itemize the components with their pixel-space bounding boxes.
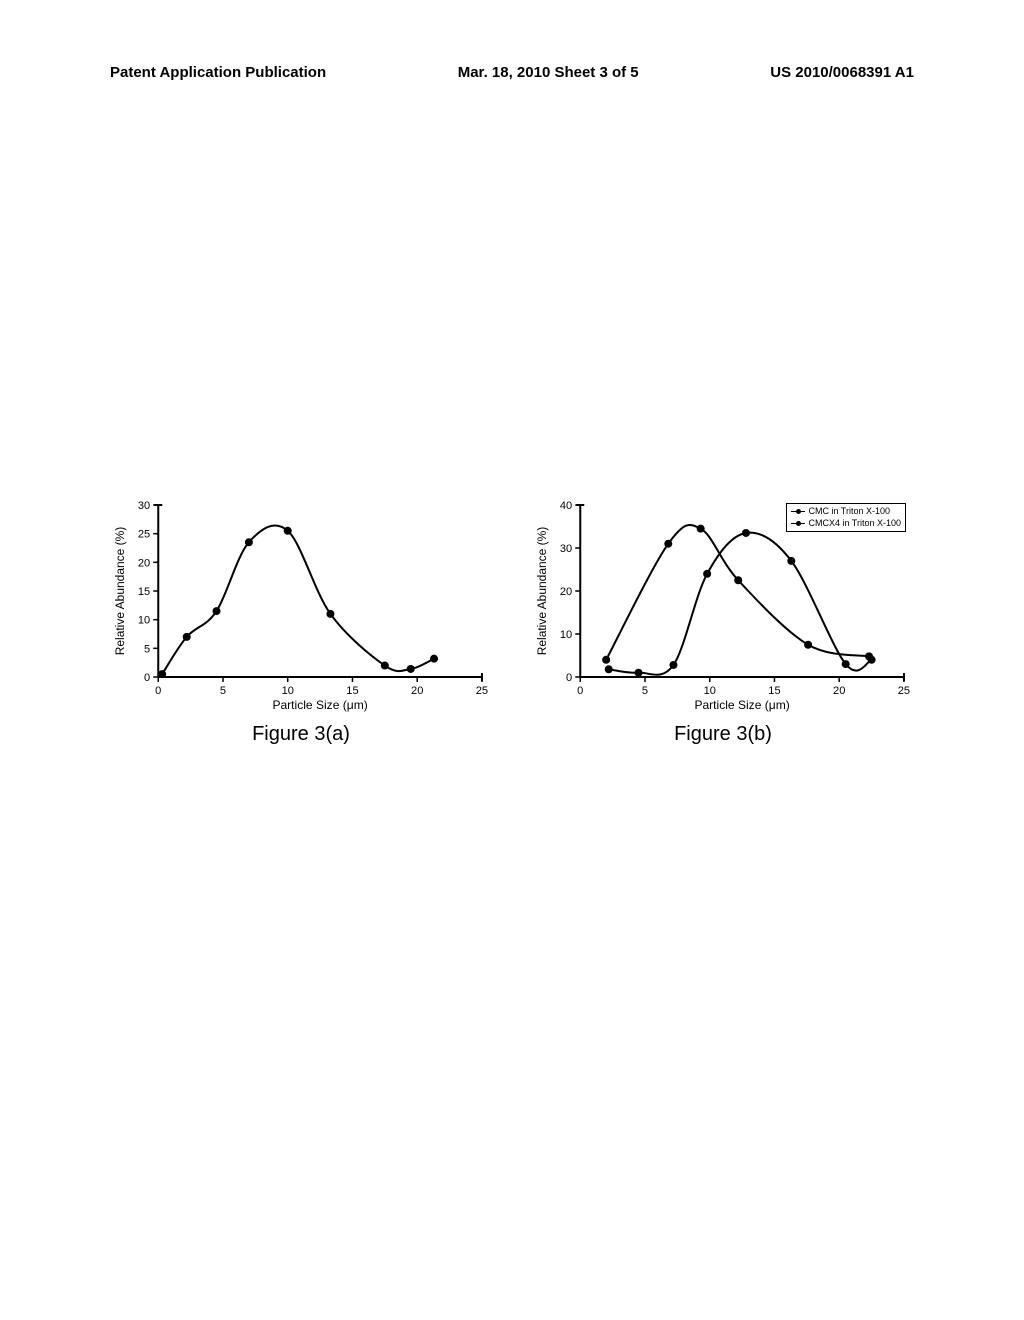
svg-text:20: 20 <box>138 557 150 569</box>
svg-text:10: 10 <box>138 615 150 627</box>
svg-text:15: 15 <box>346 685 358 697</box>
svg-text:5: 5 <box>220 685 226 697</box>
svg-text:10: 10 <box>282 685 294 697</box>
svg-text:15: 15 <box>138 586 150 598</box>
svg-text:30: 30 <box>138 500 150 512</box>
svg-text:30: 30 <box>560 543 572 555</box>
svg-text:Particle Size (μm): Particle Size (μm) <box>694 698 789 712</box>
legend-row: CMCX4 in Triton X-100 <box>791 518 901 530</box>
figure-area: 0 5 10 15 20 25 0 5 10 15 20 25 30 Particle Size (μm)… <box>110 495 914 775</box>
svg-text:0: 0 <box>577 685 583 697</box>
chart-a-block: 0 5 10 15 20 25 0 5 10 15 20 25 30 Particle Size (μm)… <box>110 495 492 775</box>
svg-text:Particle Size (μm): Particle Size (μm) <box>272 698 367 712</box>
svg-text:20: 20 <box>411 685 423 697</box>
svg-text:0: 0 <box>566 672 572 684</box>
svg-text:0: 0 <box>144 672 150 684</box>
header-center: Mar. 18, 2010 Sheet 3 of 5 <box>458 64 639 81</box>
legend-row: CMC in Triton X-100 <box>791 506 901 518</box>
svg-text:20: 20 <box>560 586 572 598</box>
page-header: Patent Application Publication Mar. 18, … <box>0 64 1024 81</box>
svg-text:Relative Abundance (%): Relative Abundance (%) <box>535 527 549 656</box>
chart-b-block: 0 5 10 15 20 25 0 10 20 30 40 Particle Size (μm) Rel… <box>532 495 914 775</box>
chart-b-legend: CMC in Triton X-100 CMCX4 in Triton X-10… <box>786 503 906 532</box>
legend-marker-icon <box>791 508 805 516</box>
svg-text:20: 20 <box>833 685 845 697</box>
chart-a-svg: 0 5 10 15 20 25 0 5 10 15 20 25 30 Particle Size (μm)… <box>110 495 492 715</box>
legend-label: CMC in Triton X-100 <box>808 506 890 518</box>
chart-a-caption: Figure 3(a) <box>110 723 492 746</box>
legend-label: CMCX4 in Triton X-100 <box>808 518 901 530</box>
svg-text:10: 10 <box>704 685 716 697</box>
svg-text:40: 40 <box>560 500 572 512</box>
legend-marker-icon <box>791 520 805 528</box>
svg-text:25: 25 <box>476 685 488 697</box>
header-right: US 2010/0068391 A1 <box>770 64 914 81</box>
header-left: Patent Application Publication <box>110 64 326 81</box>
svg-text:15: 15 <box>768 685 780 697</box>
svg-text:5: 5 <box>642 685 648 697</box>
svg-text:Relative Abundance (%): Relative Abundance (%) <box>113 527 127 656</box>
svg-text:10: 10 <box>560 629 572 641</box>
chart-b-caption: Figure 3(b) <box>532 723 914 746</box>
svg-text:25: 25 <box>138 529 150 541</box>
svg-text:25: 25 <box>898 685 910 697</box>
svg-text:5: 5 <box>144 643 150 655</box>
svg-text:0: 0 <box>155 685 161 697</box>
